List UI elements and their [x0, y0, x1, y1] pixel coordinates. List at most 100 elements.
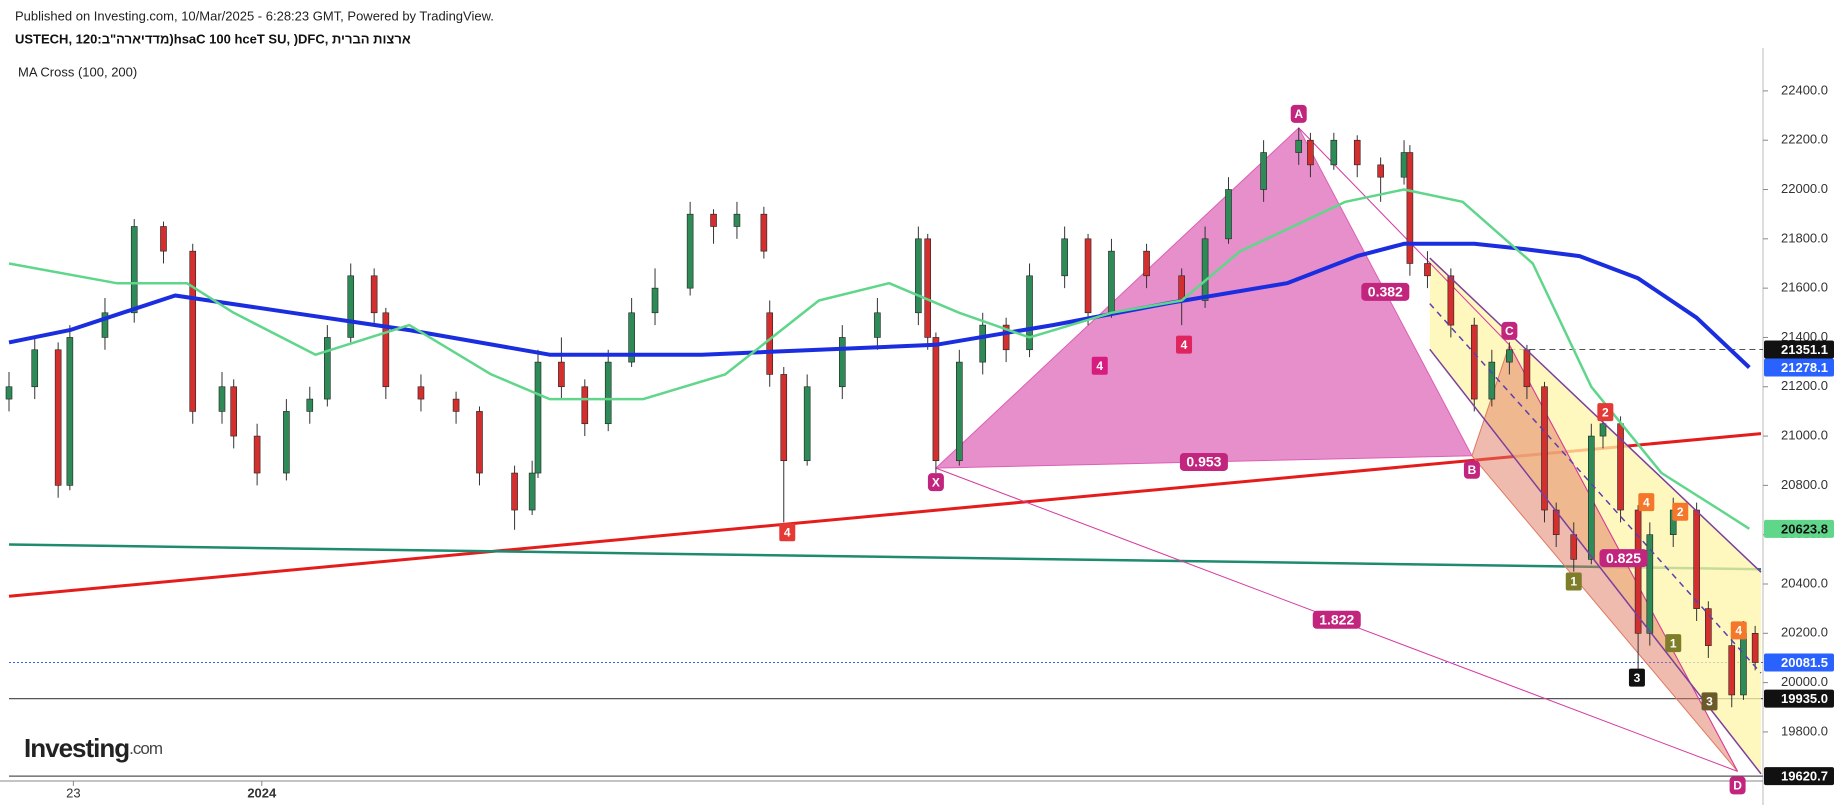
y-tick-label: 21000.0	[1781, 428, 1828, 443]
candle-body	[54, 349, 62, 486]
candle-body	[628, 312, 635, 363]
candle-body	[1201, 238, 1209, 301]
wave-badge: 2	[1597, 403, 1614, 422]
price-tag: 21351.1	[1764, 340, 1834, 359]
candle-body	[1470, 324, 1478, 400]
price-tag-box	[1764, 689, 1834, 708]
y-tick-label: 22400.0	[1781, 82, 1828, 97]
candle-body	[1570, 534, 1578, 560]
logo-suffix: .com	[129, 739, 163, 758]
wave-label: 2	[1677, 505, 1684, 519]
candle-body	[417, 386, 425, 400]
wave-badge: 4	[1730, 621, 1747, 640]
candle-body	[324, 337, 331, 400]
price-tag-box	[1764, 519, 1834, 538]
candle-body	[511, 472, 518, 511]
candle-body	[558, 361, 565, 388]
wave-box	[779, 523, 796, 542]
wave-box	[1730, 621, 1747, 640]
candle-body	[1026, 275, 1033, 351]
price-tag: 19620.7	[1764, 767, 1834, 786]
indicator-label: MA Cross (100, 200)	[18, 64, 137, 79]
candle-body	[1295, 139, 1303, 153]
candle-body	[253, 435, 261, 474]
candle-body	[1693, 509, 1700, 609]
candle-body	[230, 386, 238, 437]
candle-body	[1084, 238, 1092, 314]
point-badge	[1463, 460, 1480, 479]
ratio-box	[1361, 282, 1410, 301]
ratio-label: 0.382	[1368, 284, 1403, 300]
candle-body	[1488, 361, 1496, 400]
y-tick-label: 20000.0	[1781, 674, 1828, 689]
candle-body	[1646, 534, 1654, 634]
wave-label: 4	[1735, 624, 1742, 638]
point-label: X	[932, 475, 940, 489]
front-layer: 0.953 0.382 1.822 0.825 X A B C D 4 4 4 2 4 2 1 1 3 3 4	[8, 104, 1762, 795]
candle-body	[347, 275, 355, 338]
wave-badge: 3	[1628, 668, 1645, 687]
candle-body	[803, 386, 811, 462]
price-tag-label: 21351.1	[1781, 342, 1828, 357]
candle-body	[1307, 139, 1314, 166]
candle-body	[370, 275, 378, 314]
price-tag-label: 19620.7	[1781, 769, 1828, 784]
wave-badge: 4	[1638, 493, 1655, 512]
wave-label: 4	[1181, 338, 1188, 352]
pattern-point: D	[1729, 776, 1746, 795]
wave-box	[1701, 692, 1718, 711]
ratio-label: 0.825	[1606, 550, 1641, 566]
wave-label: 4	[1643, 495, 1650, 509]
candle-body	[66, 337, 74, 486]
candle-body	[651, 287, 659, 314]
ratio-box	[1179, 452, 1228, 471]
ratio-box	[1599, 549, 1648, 568]
candle-body	[160, 226, 167, 252]
wave-badge: 2	[1672, 502, 1689, 521]
wave-box	[1672, 502, 1689, 521]
price-tag: 21278.1	[1764, 358, 1834, 377]
ratio-label: 0.953	[1186, 454, 1221, 470]
price-tag-label: 20081.5	[1781, 655, 1828, 670]
candles	[5, 127, 1759, 708]
wave-box	[1597, 403, 1614, 422]
ratio-badge: 1.822	[1312, 610, 1361, 629]
price-tag-label: 19935.0	[1781, 691, 1828, 706]
candle-body	[924, 238, 932, 338]
wave-badge: 4	[1176, 335, 1193, 354]
pattern-point: A	[1290, 104, 1307, 123]
candle-body	[1552, 509, 1560, 535]
candle-body	[528, 472, 536, 511]
candle-body	[1108, 250, 1115, 314]
candle-body	[1225, 189, 1232, 240]
candle-body	[838, 337, 846, 388]
candle-body	[476, 411, 483, 474]
candle-body	[306, 398, 314, 412]
candle-body	[1588, 435, 1595, 560]
candle-body	[932, 337, 940, 462]
wave-box	[1091, 356, 1108, 375]
candle-body	[581, 386, 589, 425]
point-badge	[1729, 776, 1746, 795]
candle-body	[1541, 386, 1548, 511]
candle-body	[956, 361, 963, 462]
candle-body	[1061, 238, 1068, 277]
price-tag-box	[1764, 340, 1834, 359]
trendline	[8, 432, 1762, 598]
pattern-point: X	[927, 473, 944, 492]
moving-average	[8, 188, 1750, 530]
y-tick-label: 20400.0	[1781, 575, 1828, 590]
candle-body	[766, 312, 774, 375]
pattern-point: B	[1463, 460, 1480, 479]
price-tag-box	[1764, 358, 1834, 377]
price-tag: 20623.8	[1764, 519, 1834, 538]
candle-body	[1447, 275, 1455, 326]
candle-body	[31, 349, 39, 388]
wave-label: 4	[784, 525, 791, 539]
logo: Investing.com	[24, 733, 163, 763]
ratio-badge: 0.953	[1179, 452, 1228, 471]
chart-title: USTECH, 120:ב"הראידדמ)hsaC 100 hceT SU, …	[15, 31, 411, 46]
candle-body	[1523, 349, 1531, 388]
candle-body	[733, 213, 741, 227]
